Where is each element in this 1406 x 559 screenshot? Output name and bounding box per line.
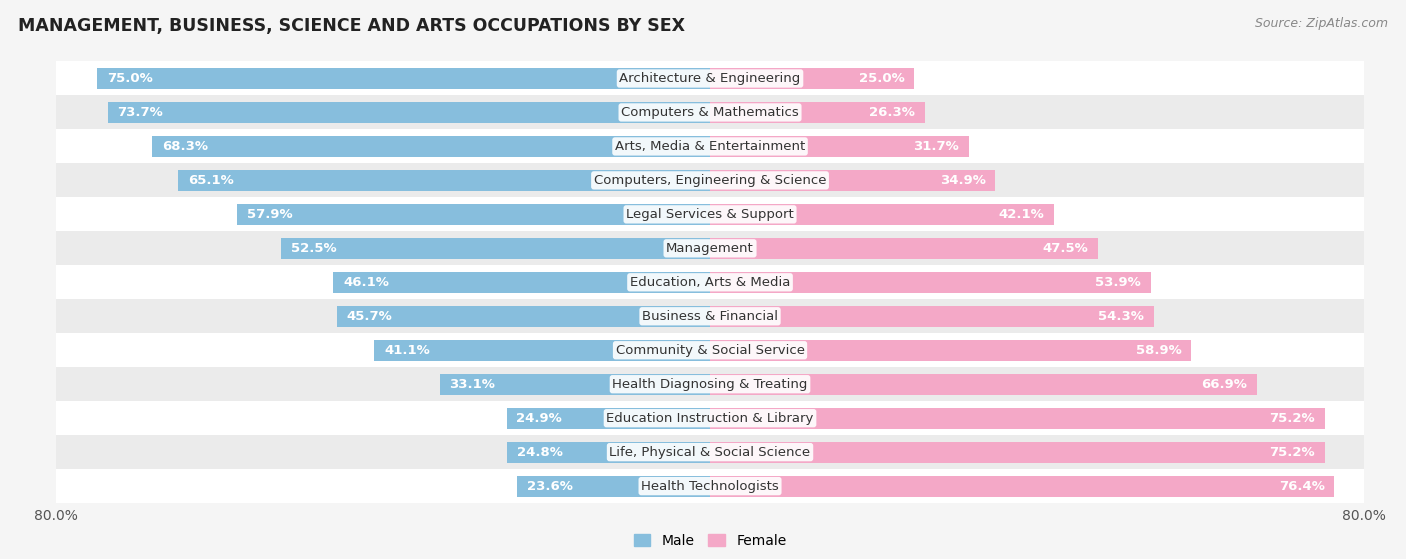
Bar	[710, 442, 1324, 463]
Text: Source: ZipAtlas.com: Source: ZipAtlas.com	[1254, 17, 1388, 30]
Bar	[710, 408, 1324, 429]
Bar	[56, 61, 1364, 96]
Text: Education, Arts & Media: Education, Arts & Media	[630, 276, 790, 289]
Text: 31.7%: 31.7%	[914, 140, 959, 153]
Text: 26.3%: 26.3%	[869, 106, 915, 119]
Bar	[56, 367, 1364, 401]
Text: 54.3%: 54.3%	[1098, 310, 1144, 323]
Text: 75.2%: 75.2%	[1270, 411, 1315, 425]
Text: 45.7%: 45.7%	[346, 310, 392, 323]
Bar	[506, 408, 710, 429]
Legend: Male, Female: Male, Female	[628, 528, 792, 553]
Text: 75.2%: 75.2%	[1270, 446, 1315, 458]
Text: Legal Services & Support: Legal Services & Support	[626, 208, 794, 221]
Bar	[710, 238, 1098, 259]
Bar	[56, 435, 1364, 469]
Text: 66.9%: 66.9%	[1201, 378, 1247, 391]
Bar	[152, 136, 710, 157]
Text: 42.1%: 42.1%	[998, 208, 1045, 221]
Bar	[508, 442, 710, 463]
Bar	[710, 204, 1054, 225]
Bar	[333, 272, 710, 293]
Text: Architecture & Engineering: Architecture & Engineering	[620, 72, 800, 85]
Text: 76.4%: 76.4%	[1278, 480, 1324, 492]
Text: MANAGEMENT, BUSINESS, SCIENCE AND ARTS OCCUPATIONS BY SEX: MANAGEMENT, BUSINESS, SCIENCE AND ARTS O…	[18, 17, 685, 35]
Text: 25.0%: 25.0%	[859, 72, 904, 85]
Bar	[179, 170, 710, 191]
Text: 53.9%: 53.9%	[1095, 276, 1140, 289]
Text: Education Instruction & Library: Education Instruction & Library	[606, 411, 814, 425]
Text: 73.7%: 73.7%	[118, 106, 163, 119]
Bar	[56, 130, 1364, 163]
Bar	[440, 373, 710, 395]
Text: Computers, Engineering & Science: Computers, Engineering & Science	[593, 174, 827, 187]
Bar	[336, 306, 710, 327]
Bar	[56, 401, 1364, 435]
Text: 68.3%: 68.3%	[162, 140, 208, 153]
Text: 24.8%: 24.8%	[517, 446, 562, 458]
Bar	[517, 476, 710, 496]
Text: 57.9%: 57.9%	[246, 208, 292, 221]
Bar	[108, 102, 710, 123]
Text: 52.5%: 52.5%	[291, 242, 336, 255]
Text: Computers & Mathematics: Computers & Mathematics	[621, 106, 799, 119]
Bar	[374, 340, 710, 361]
Text: Business & Financial: Business & Financial	[643, 310, 778, 323]
Text: Health Technologists: Health Technologists	[641, 480, 779, 492]
Bar	[710, 272, 1150, 293]
Bar	[56, 266, 1364, 299]
Bar	[56, 197, 1364, 231]
Bar	[710, 102, 925, 123]
Text: 47.5%: 47.5%	[1043, 242, 1088, 255]
Bar	[710, 340, 1191, 361]
Bar	[56, 96, 1364, 130]
Text: 46.1%: 46.1%	[343, 276, 389, 289]
Bar	[56, 231, 1364, 266]
Bar	[56, 333, 1364, 367]
Bar	[710, 68, 914, 89]
Bar	[56, 299, 1364, 333]
Bar	[710, 170, 995, 191]
Text: Community & Social Service: Community & Social Service	[616, 344, 804, 357]
Bar	[56, 469, 1364, 503]
Bar	[281, 238, 710, 259]
Text: 24.9%: 24.9%	[516, 411, 562, 425]
Text: 75.0%: 75.0%	[107, 72, 153, 85]
Text: 58.9%: 58.9%	[1136, 344, 1181, 357]
Text: Management: Management	[666, 242, 754, 255]
Bar	[97, 68, 710, 89]
Bar	[236, 204, 710, 225]
Bar	[56, 163, 1364, 197]
Text: 41.1%: 41.1%	[384, 344, 430, 357]
Text: 33.1%: 33.1%	[450, 378, 495, 391]
Bar	[710, 306, 1154, 327]
Text: Health Diagnosing & Treating: Health Diagnosing & Treating	[613, 378, 807, 391]
Text: Arts, Media & Entertainment: Arts, Media & Entertainment	[614, 140, 806, 153]
Bar	[710, 476, 1334, 496]
Text: Life, Physical & Social Science: Life, Physical & Social Science	[609, 446, 811, 458]
Text: 23.6%: 23.6%	[527, 480, 572, 492]
Bar	[710, 136, 969, 157]
Text: 65.1%: 65.1%	[188, 174, 233, 187]
Text: 34.9%: 34.9%	[939, 174, 986, 187]
Bar	[710, 373, 1257, 395]
